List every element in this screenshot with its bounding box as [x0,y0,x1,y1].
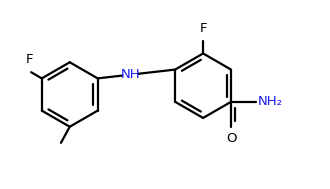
Text: F: F [199,22,207,35]
Text: F: F [26,53,33,66]
Text: NH: NH [120,68,140,81]
Text: O: O [226,132,236,145]
Text: NH₂: NH₂ [257,95,282,108]
